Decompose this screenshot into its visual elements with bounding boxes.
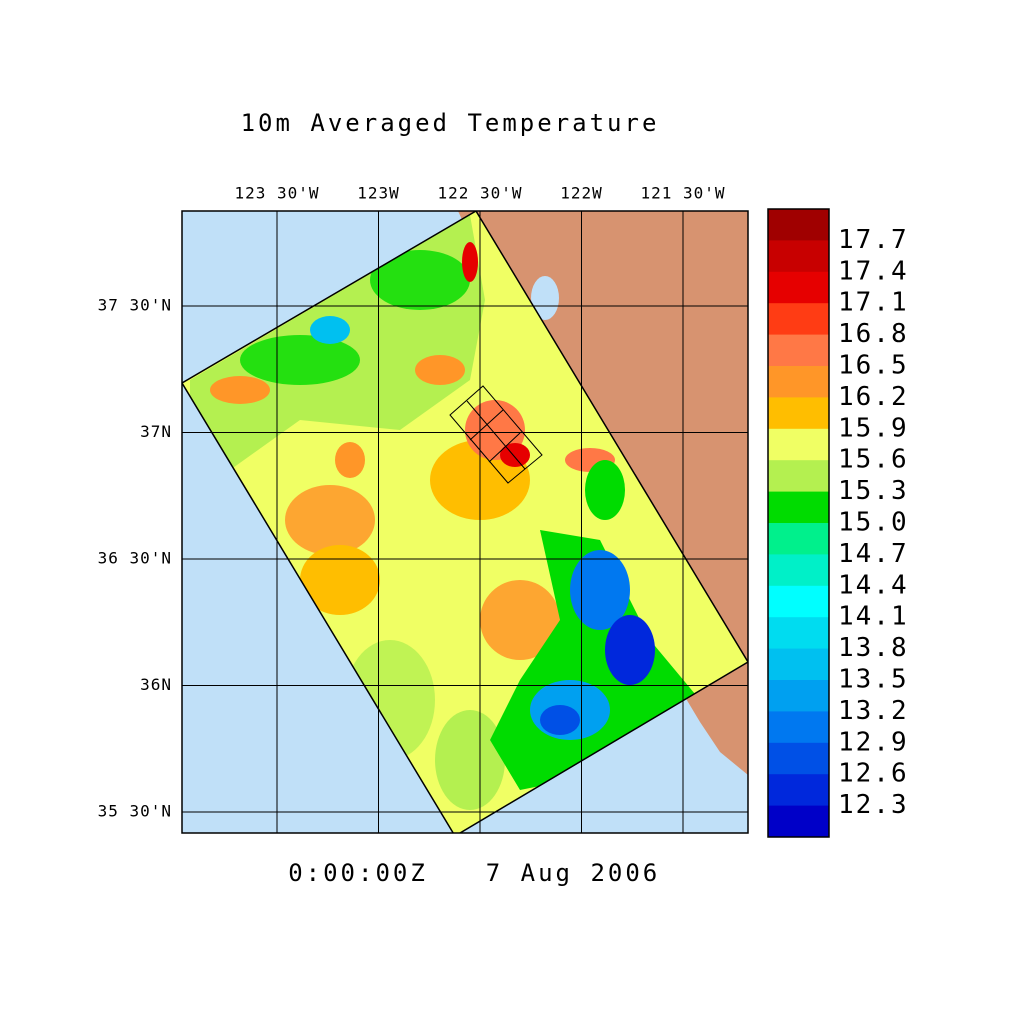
map-title: 10m Averaged Temperature [241, 109, 660, 137]
inner-domain-line [469, 409, 504, 441]
inner-domain-line [466, 400, 526, 470]
colorbar-label: 16.8 [838, 319, 909, 349]
axis-labels: 123 30'W 123W 122 30'W 122W 121 30'W 37 30'N 3… [98, 184, 725, 821]
colorbar-band [768, 680, 829, 712]
colorbar-band [768, 523, 829, 555]
colorbar-band [768, 742, 829, 775]
lon-label: 122W [560, 184, 603, 203]
map-frame [181, 210, 749, 834]
colorbar-label: 17.1 [838, 288, 909, 318]
colorbar-band [768, 240, 829, 273]
colorbar-band [768, 585, 829, 618]
colorbar-label: 15.0 [838, 508, 909, 538]
lon-label: 123 30'W [234, 184, 319, 203]
lon-label: 123W [357, 184, 400, 203]
inner-domain-line [488, 432, 521, 463]
colorbar-label: 12.3 [838, 790, 909, 820]
colorbar-band [768, 397, 829, 430]
colorbar-label: 14.7 [838, 539, 909, 569]
lat-label: 36N [140, 675, 172, 694]
colorbar-frame [767, 208, 830, 838]
colorbar-label: 12.6 [838, 759, 909, 789]
lat-label: 37 30'N [98, 296, 172, 315]
inner-domain [449, 385, 543, 484]
colorbar-band [768, 491, 829, 524]
colorbar-label: 15.9 [838, 413, 909, 443]
lat-label: 35 30'N [98, 802, 172, 821]
lat-label: 36 30'N [98, 549, 172, 568]
bay [531, 276, 559, 320]
colorbar-band [768, 428, 829, 461]
colorbar: 17.717.417.116.816.516.215.915.615.315.0… [767, 208, 909, 838]
colorbar-band [768, 648, 829, 681]
lon-label: 121 30'W [640, 184, 725, 203]
colorbar-label: 13.8 [838, 633, 909, 663]
colorbar-band [768, 554, 829, 587]
colorbar-band [768, 366, 829, 398]
graticule [182, 211, 748, 833]
colorbar-label: 17.4 [838, 256, 909, 286]
colorbar-band [768, 303, 829, 336]
colorbar-label: 13.5 [838, 665, 909, 695]
colorbar-label: 13.2 [838, 696, 909, 726]
lat-label: 37N [140, 422, 172, 441]
map [182, 211, 748, 833]
colorbar-band [768, 460, 829, 493]
colorbar-label: 12.9 [838, 727, 909, 757]
colorbar-label: 16.5 [838, 351, 909, 381]
colorbar-band [768, 271, 829, 304]
date-label: 7 Aug 2006 [486, 859, 661, 887]
colorbar-band [768, 805, 829, 838]
colorbar-label: 15.6 [838, 445, 909, 475]
colorbar-band [768, 774, 829, 807]
colorbar-label: 15.3 [838, 476, 909, 506]
lon-label: 122 30'W [437, 184, 522, 203]
colorbar-label: 14.4 [838, 570, 909, 600]
colorbar-band [768, 617, 829, 650]
colorbar-band [768, 334, 829, 367]
colorbar-label: 14.1 [838, 602, 909, 632]
colorbar-band [768, 711, 829, 744]
time-label: 0:00:00Z [288, 859, 428, 887]
colorbar-band [768, 209, 829, 241]
colorbar-label: 16.2 [838, 382, 909, 412]
colorbar-label: 17.7 [838, 225, 909, 255]
